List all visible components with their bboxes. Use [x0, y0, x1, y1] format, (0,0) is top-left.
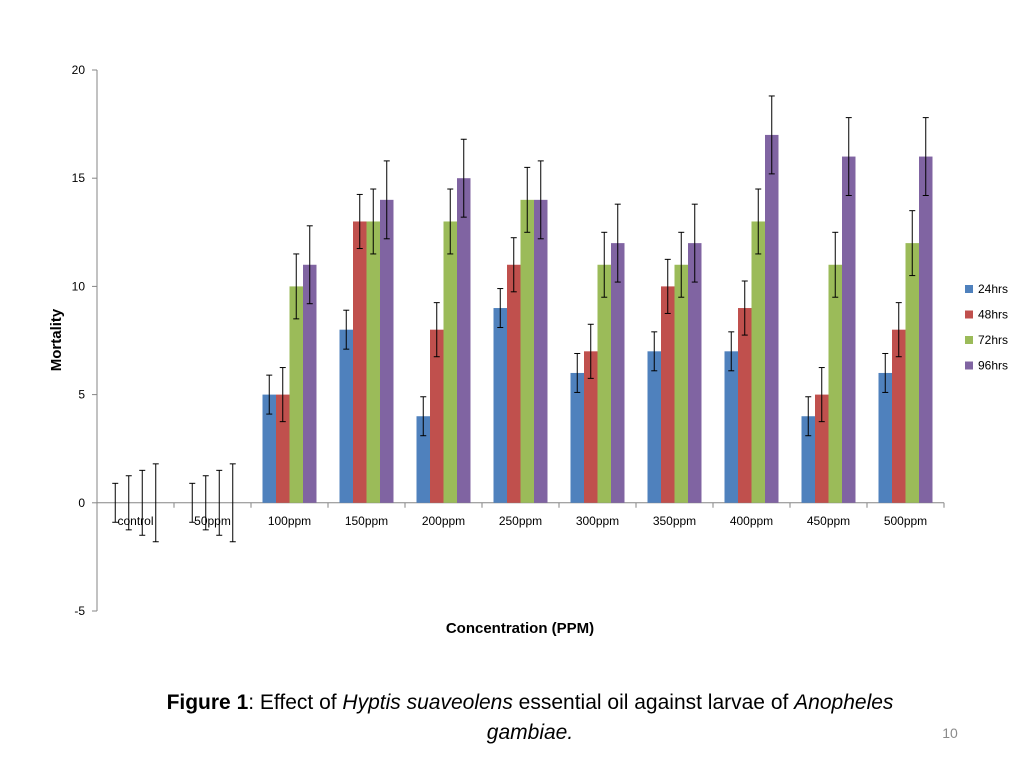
bar-48hrs-350ppm — [661, 286, 675, 503]
x-tick-label-50ppm: 50ppm — [194, 514, 231, 528]
caption-species-2: gambiae. — [486, 721, 574, 744]
y-tick-label: 5 — [78, 388, 85, 402]
bar-24hrs-100ppm — [262, 394, 276, 503]
bar-48hrs-300ppm — [584, 351, 598, 503]
legend-swatch-72hrs — [965, 336, 973, 344]
caption-text-2: essential oil against larvae of — [512, 691, 795, 714]
legend-swatch-48hrs — [965, 310, 973, 319]
legend-label-48hrs: 48hrs — [978, 308, 1008, 322]
caption-text-1: : Effect of — [248, 691, 343, 714]
x-axis-title: Concentration (PPM) — [446, 620, 594, 637]
bar-48hrs-150ppm — [353, 221, 367, 503]
bar-24hrs-250ppm — [493, 308, 507, 503]
bar-24hrs-300ppm — [570, 372, 584, 503]
bar-72hrs-150ppm — [366, 221, 380, 503]
figure-label: Figure 1 — [166, 691, 249, 714]
bar-24hrs-500ppm — [878, 372, 892, 503]
bar-chart: -5 0 5 10 15 20 control 50ppm 100ppm 150ppm 200pp… — [48, 63, 1008, 637]
y-axis-title: Mortality — [48, 308, 65, 371]
legend-label-72hrs: 72hrs — [978, 333, 1008, 347]
x-tick-label-400ppm: 400ppm — [730, 514, 773, 528]
bar-96hrs-400ppm — [765, 134, 779, 503]
legend-swatch-24hrs — [965, 285, 973, 293]
bar-48hrs-250ppm — [507, 264, 521, 503]
bar-24hrs-450ppm — [801, 416, 815, 503]
legend: 24hrs 48hrs 72hrs 96hrs — [965, 282, 1008, 373]
x-tick-label-450ppm: 450ppm — [807, 514, 850, 528]
bar-96hrs-450ppm — [842, 156, 856, 503]
x-tick-label-350ppm: 350ppm — [653, 514, 696, 528]
bar-96hrs-100ppm — [303, 264, 317, 503]
bar-96hrs-350ppm — [688, 243, 702, 503]
legend-label-24hrs: 24hrs — [978, 282, 1008, 296]
bar-24hrs-400ppm — [724, 351, 738, 503]
y-tick-label: 10 — [72, 279, 86, 293]
x-tick-label-250ppm: 250ppm — [499, 514, 542, 528]
bar-72hrs-250ppm — [520, 199, 534, 503]
bar-96hrs-500ppm — [919, 156, 933, 503]
bar-48hrs-100ppm — [276, 394, 290, 503]
error-bars — [112, 95, 929, 543]
bar-72hrs-400ppm — [751, 221, 765, 503]
y-tick-label: 15 — [72, 171, 86, 185]
legend-swatch-96hrs — [965, 361, 973, 370]
bar-series — [262, 134, 933, 503]
bar-48hrs-200ppm — [430, 329, 444, 503]
caption-species: Hyptis suaveolens — [342, 691, 513, 714]
bar-24hrs-200ppm — [416, 416, 430, 503]
bar-72hrs-500ppm — [905, 243, 919, 503]
x-axis — [96, 502, 945, 508]
x-tick-label-100ppm: 100ppm — [268, 514, 311, 528]
x-tick-label-200ppm: 200ppm — [422, 514, 465, 528]
bar-72hrs-200ppm — [443, 221, 457, 503]
bar-96hrs-250ppm — [534, 199, 548, 503]
bar-96hrs-150ppm — [380, 199, 394, 503]
bar-24hrs-350ppm — [647, 351, 661, 503]
bar-72hrs-450ppm — [828, 264, 842, 503]
x-tick-label-150ppm: 150ppm — [345, 514, 388, 528]
bar-48hrs-450ppm — [815, 394, 829, 503]
bar-96hrs-200ppm — [457, 178, 471, 503]
x-tick-label-control: control — [117, 514, 153, 528]
figure-caption: Figure 1: Effect of Hyptis suaveolens es… — [100, 688, 960, 748]
y-tick-label: 0 — [78, 496, 85, 510]
legend-label-96hrs: 96hrs — [978, 359, 1008, 373]
bar-48hrs-500ppm — [892, 329, 906, 503]
bar-96hrs-300ppm — [611, 243, 625, 503]
bar-72hrs-350ppm — [674, 264, 688, 503]
bar-48hrs-400ppm — [738, 308, 752, 503]
x-tick-labels: control 50ppm 100ppm 150ppm 200ppm 250ppm 300p… — [117, 514, 927, 528]
bar-72hrs-300ppm — [597, 264, 611, 503]
x-tick-label-300ppm: 300ppm — [576, 514, 619, 528]
y-axis: -5 0 5 10 15 20 — [72, 63, 98, 618]
y-tick-label: -5 — [74, 604, 85, 618]
page-number: 10 — [942, 725, 958, 741]
bar-72hrs-100ppm — [289, 286, 303, 503]
caption-genus: Anopheles — [794, 691, 894, 714]
bar-24hrs-150ppm — [339, 329, 353, 503]
x-tick-label-500ppm: 500ppm — [884, 514, 927, 528]
y-tick-label: 20 — [72, 63, 86, 77]
